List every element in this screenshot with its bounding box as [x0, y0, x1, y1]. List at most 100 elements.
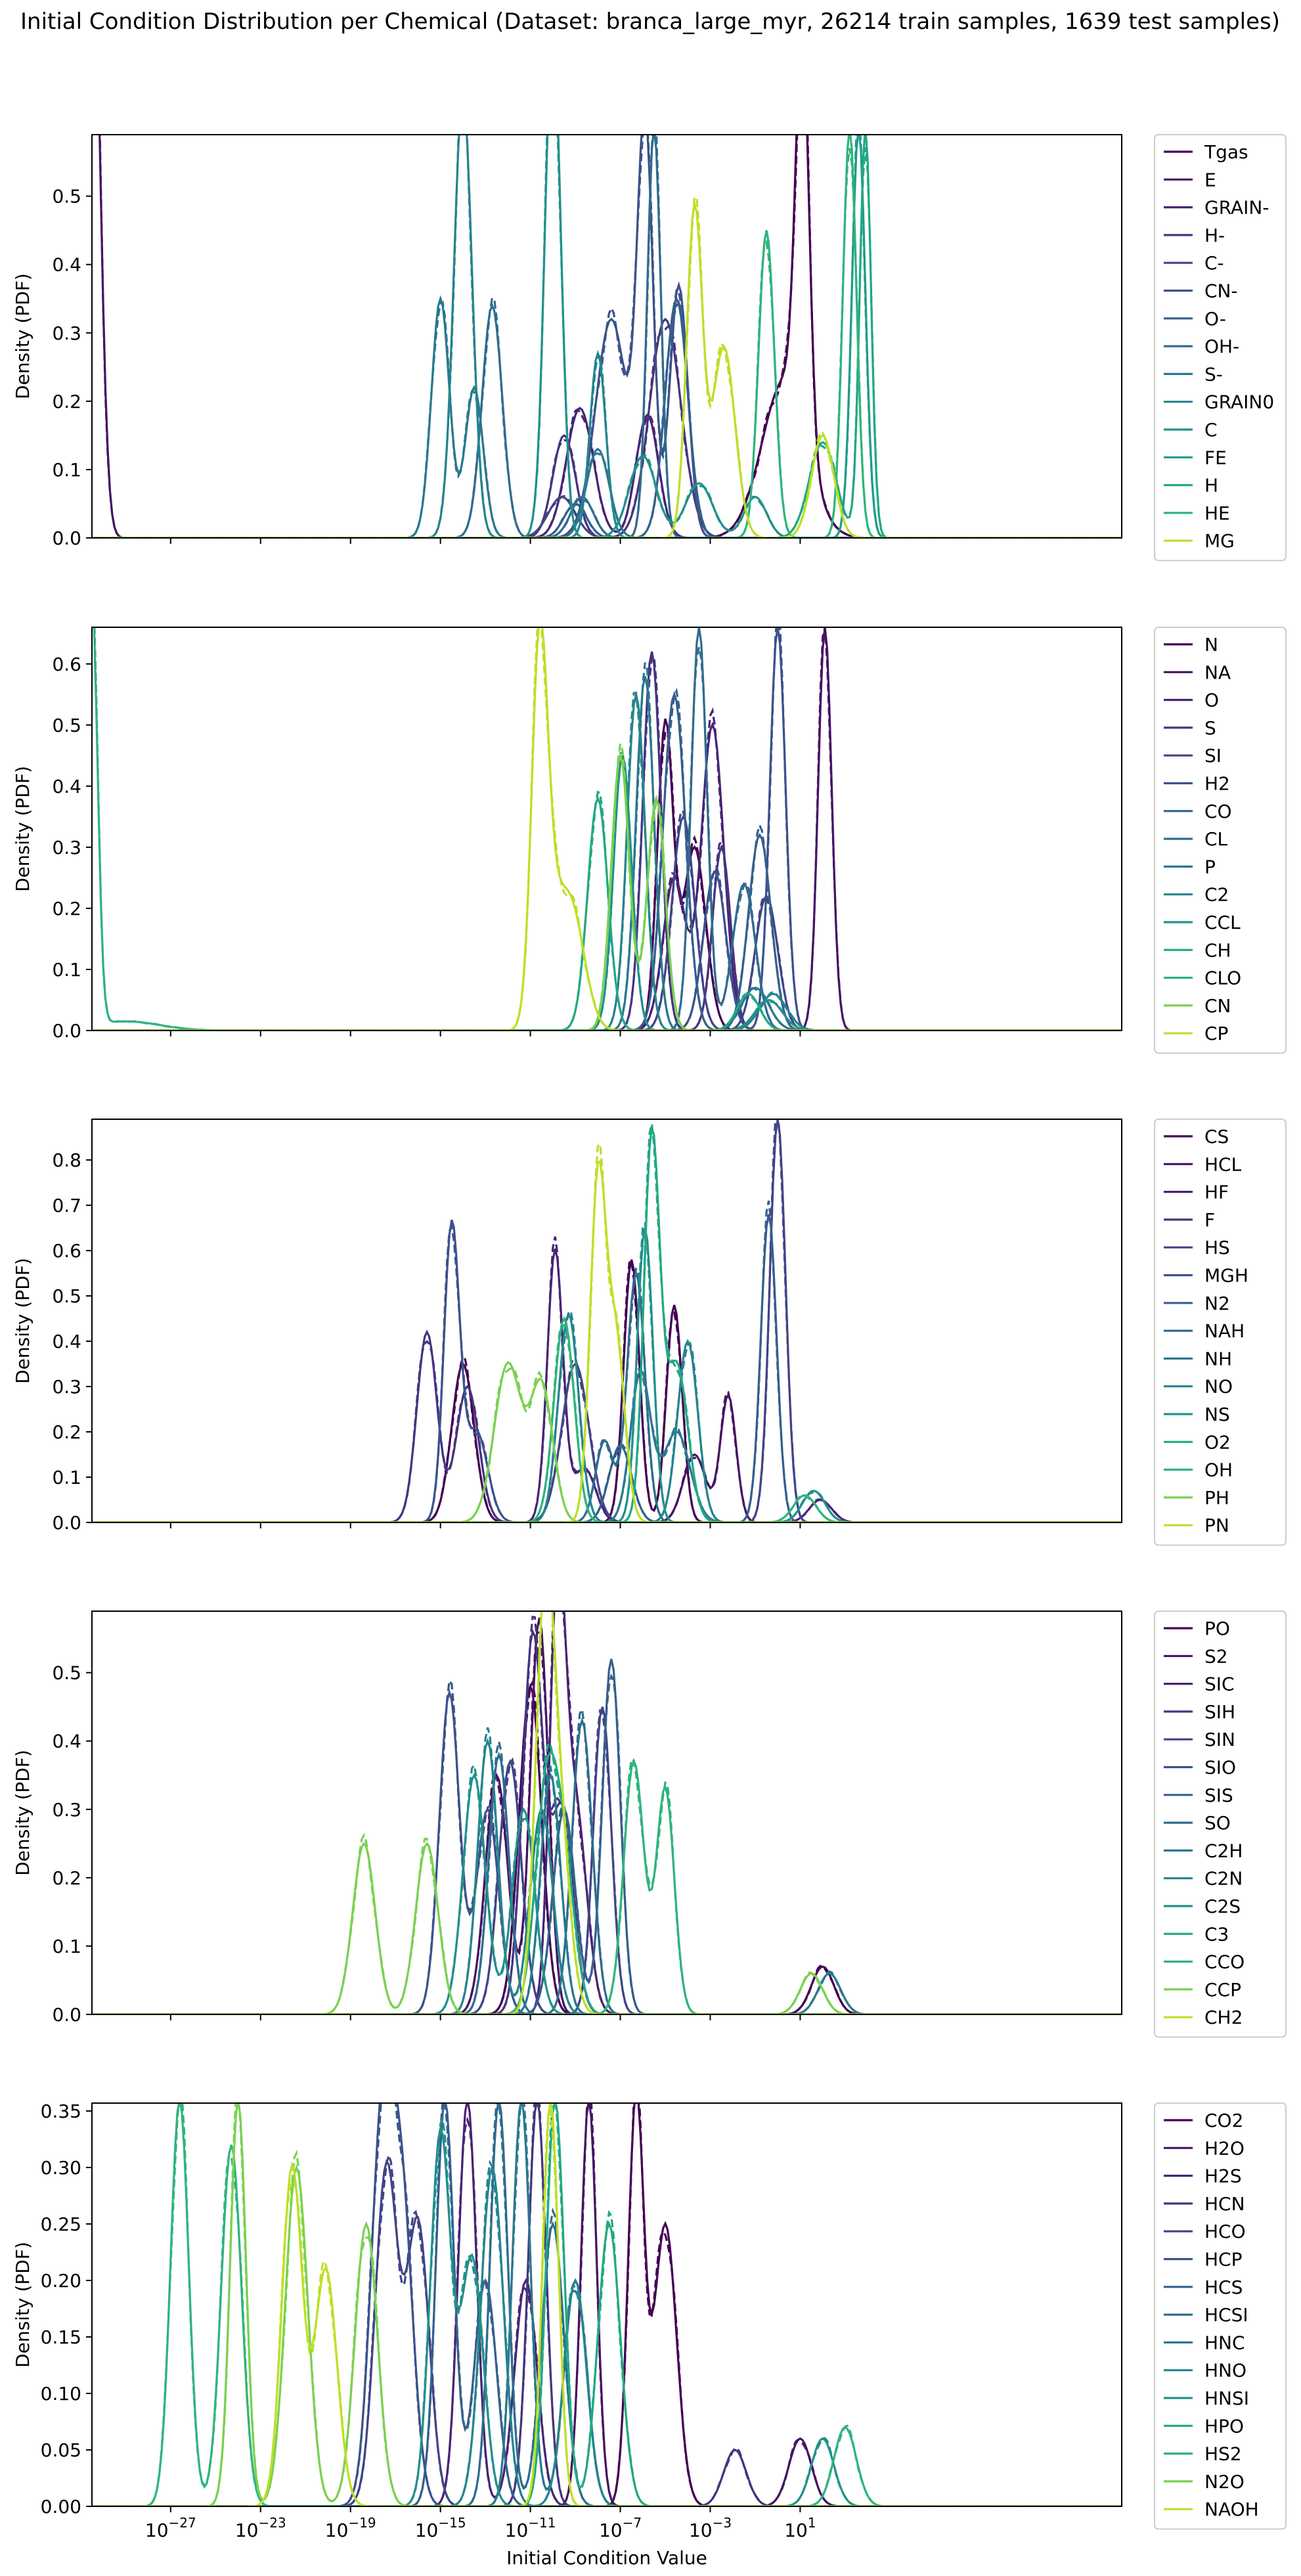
series-line-train-nah	[92, 1269, 1122, 1522]
series-line-test-nah	[92, 1267, 1122, 1522]
axes-frame	[91, 627, 1122, 1031]
legend-label-c: C	[1204, 419, 1218, 441]
series-line-test-cco	[92, 1757, 1122, 2014]
series-line-train-hpo	[92, 2103, 1122, 2506]
series-line-train-naoh	[92, 2103, 1122, 2506]
series-line-test-cs	[92, 1258, 1122, 1522]
series-line-train-hno	[92, 2164, 1122, 2506]
series-line-test-sic	[92, 1611, 1122, 2014]
series-line-test-ch2	[92, 1611, 1122, 2014]
y-tick-label: 0.5	[52, 1285, 81, 1307]
y-tick-label: 0.20	[41, 2270, 81, 2292]
legend-label-hf: HF	[1204, 1182, 1229, 1203]
series-line-train-si	[92, 814, 1122, 1031]
legend-label-cco: CCO	[1204, 1951, 1245, 1973]
y-tick-label: 0.2	[52, 898, 81, 920]
series-line-train-sic	[92, 1611, 1122, 2014]
y-tick-label: 0.35	[41, 2100, 81, 2122]
y-tick-label: 0.1	[52, 1467, 81, 1488]
series-line-test-e	[99, 135, 1122, 538]
legend-label-hnc: HNC	[1204, 2332, 1245, 2353]
series-line-test-hpo	[92, 2103, 1122, 2506]
legend-label-clo: CLO	[1204, 967, 1241, 989]
series-line-train-pn	[92, 1159, 1122, 1522]
legend-label-n2: N2	[1204, 1293, 1230, 1314]
series-line-test-c2	[92, 691, 1122, 1031]
y-tick-label: 0.1	[52, 959, 81, 981]
series-line-test-no	[92, 1310, 1122, 1522]
legend-box	[1154, 2102, 1287, 2530]
series-line-train-mgh	[92, 1219, 1122, 1522]
y-tick-label: 0.4	[52, 1331, 81, 1352]
series-line-train-so	[92, 1717, 1122, 2014]
legend-label-h2: H2	[1204, 773, 1230, 795]
legend: N NA OS SI H2 CO CL P C2 CCL CH CLO CN CP	[1154, 627, 1287, 1054]
series-line-test-pn	[92, 1142, 1122, 1522]
series-line-train-e	[99, 135, 1122, 538]
series-line-test-c	[92, 135, 1122, 538]
legend-label-f: F	[1204, 1209, 1215, 1231]
x-tick-label: 10−7	[599, 2515, 642, 2541]
series-line-test-grain-	[92, 408, 1122, 538]
y-tick-label: 0.10	[41, 2383, 81, 2405]
y-tick-label: 0.5	[52, 715, 81, 736]
legend-label-co2: CO2	[1204, 2110, 1243, 2131]
legend-label-na: NA	[1204, 661, 1231, 683]
y-tick-label: 0.0	[52, 2004, 81, 2026]
series-line-test-cn-	[92, 135, 1122, 538]
series-line-test-hs2	[92, 2103, 1122, 2506]
series-line-train-ns	[92, 1228, 1122, 1522]
legend-label-c2h: C2H	[1204, 1840, 1243, 1861]
series-line-test-hcl	[92, 1390, 1122, 1522]
y-tick-label: 0.2	[52, 1421, 81, 1443]
axes-frame	[91, 1119, 1122, 1523]
legend-label-o: O	[1204, 690, 1219, 711]
y-tick-label: 0.4	[52, 776, 81, 797]
legend-label-nah: NAH	[1204, 1320, 1245, 1342]
series-line-test-he	[92, 148, 1122, 538]
y-axis-label: Density (PDF)	[12, 1258, 33, 1384]
legend-box	[1154, 1119, 1287, 1546]
legend-label-oh: OH	[1204, 1459, 1233, 1481]
legend: CO2 H2O H2S HCN HCO HCP HCS HCSI HNC HNO HNSI HPO HS…	[1154, 2102, 1287, 2530]
legend-label-c2: C2	[1204, 884, 1229, 906]
y-tick-label: 0.2	[52, 391, 81, 412]
y-tick-label: 0.5	[52, 186, 81, 208]
legend-box	[1154, 134, 1287, 562]
series-line-test-o2	[92, 1123, 1122, 1522]
series-line-test-mgh	[92, 1223, 1122, 1522]
series-line-test-sis	[92, 1673, 1122, 2014]
legend-label-hcp: HCP	[1204, 2249, 1243, 2271]
legend-label-cn: CN	[1204, 995, 1231, 1017]
series-line-test-mg	[92, 195, 1122, 538]
series-line-test-ccp	[92, 1832, 1122, 2014]
legend-label-fe: FE	[1204, 447, 1227, 468]
series-line-train-s2	[92, 1617, 1122, 2014]
x-tick-label: 10−27	[145, 2515, 196, 2541]
subplot-3: 0.0 0.1 0.2 0.3 0.4 0.5 0.6 0.7 0.8 Density (PDF)…	[12, 1119, 1287, 1546]
series-line-train-ccp	[92, 1841, 1122, 2014]
y-tick-label: 0.3	[52, 1799, 81, 1821]
legend: PO S2 SIC SIH SIN SIO SIS SO C2H C2N C2S C3 CCO CCP CH…	[1154, 1610, 1287, 2038]
y-tick-label: 0.6	[52, 1240, 81, 1262]
series-line-test-s-	[92, 301, 1122, 538]
y-tick-label: 0.3	[52, 322, 81, 344]
legend-label-nh: NH	[1204, 1348, 1232, 1369]
series-line-train-grain0	[92, 135, 1122, 538]
legend-label-mg: MG	[1204, 530, 1235, 552]
subplot-5: 0.00 0.05 0.10 0.15 0.20 0.25 0.30 0.35 10−27 10−…	[12, 2100, 1287, 2569]
legend-label-sio: SIO	[1204, 1757, 1236, 1779]
legend-label-h: H	[1204, 475, 1218, 497]
legend: Tgas E GRAIN- H- C- CN- O- OH- S- GRAIN0 C FE H HE MG	[1154, 134, 1287, 562]
series-line-train-c2h	[92, 1772, 1122, 2014]
x-tick-label: 101	[784, 2515, 816, 2541]
series-line-train-hco	[92, 2160, 1122, 2506]
legend-label-co: CO	[1204, 801, 1232, 822]
legend-label-s: S	[1204, 717, 1216, 739]
series-line-train-c	[92, 135, 1122, 538]
subplot-2: 0.0 0.1 0.2 0.3 0.4 0.5 0.6 Density (PDF) N NA OSS…	[12, 627, 1287, 1054]
legend-label-h2s: H2S	[1204, 2165, 1242, 2187]
series-line-test-hs	[92, 1119, 1122, 1522]
subplot-1: 0.0 0.1 0.2 0.3 0.4 0.5 Density (PDF) Tgas E GRAI…	[12, 134, 1287, 562]
legend-label-no: NO	[1204, 1376, 1233, 1398]
